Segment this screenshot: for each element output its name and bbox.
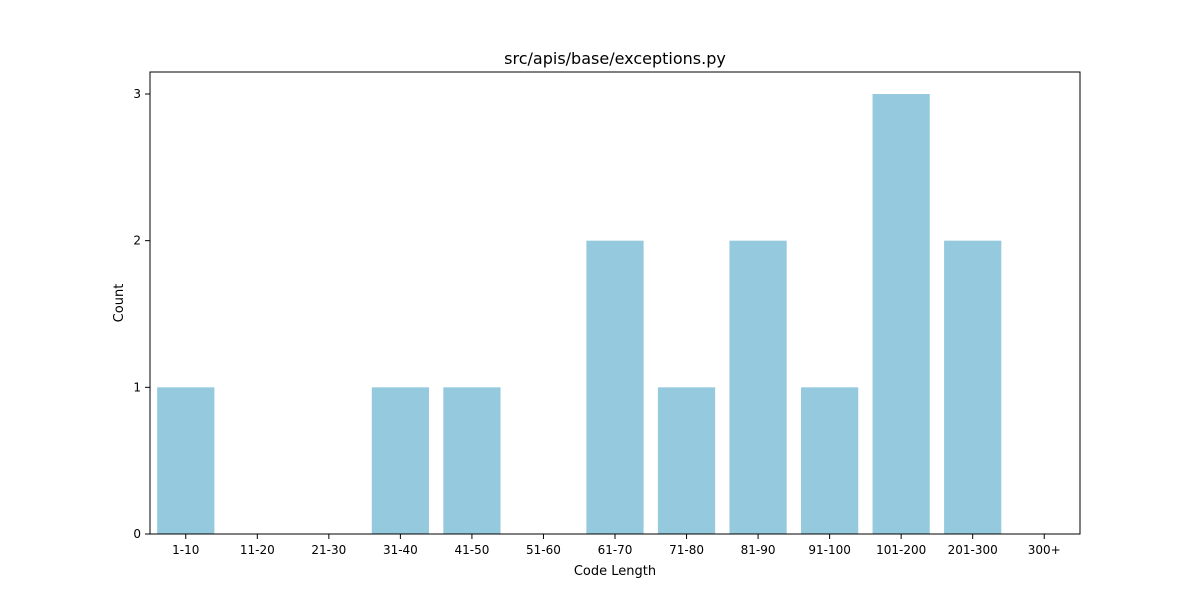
y-axis-label: Count: [112, 284, 127, 323]
x-tick-label: 41-50: [454, 543, 489, 557]
bars-layer: [157, 94, 1002, 535]
x-tick-label: 11-20: [240, 543, 275, 557]
bar-91-100: [801, 387, 859, 534]
x-tick-label: 101-200: [876, 543, 926, 557]
bar-81-90: [729, 240, 787, 535]
x-tick-label: 81-90: [741, 543, 776, 557]
bar-41-50: [443, 387, 501, 534]
bar-101-200: [872, 94, 930, 534]
x-tick-label: 51-60: [526, 543, 561, 557]
x-tick-label: 71-80: [669, 543, 704, 557]
y-tick-label: 2: [133, 234, 141, 248]
x-tick-label: 91-100: [808, 543, 851, 557]
bar-201-300: [944, 240, 1002, 535]
y-tick-label: 1: [133, 380, 141, 394]
bar-61-70: [586, 240, 644, 535]
x-tick-label: 21-30: [311, 543, 346, 557]
bar-71-80: [657, 387, 716, 534]
x-tick-label: 300+: [1028, 543, 1061, 557]
y-axis: 0 1 2 3: [133, 87, 150, 541]
bar-1-10: [157, 387, 215, 534]
x-tick-label: 201-300: [948, 543, 998, 557]
x-tick-label: 61-70: [598, 543, 633, 557]
x-tick-label: 1-10: [172, 543, 199, 557]
y-tick-label: 3: [133, 87, 141, 101]
chart-title: src/apis/base/exceptions.py: [504, 49, 726, 68]
x-axis: 1-10 11-20 21-30 31-40 41-50 51-60 61-70 71-80 8…: [172, 534, 1061, 557]
x-axis-label: Code Length: [574, 564, 656, 579]
x-tick-label: 31-40: [383, 543, 418, 557]
y-tick-label: 0: [133, 527, 141, 541]
bar-31-40: [371, 387, 429, 534]
